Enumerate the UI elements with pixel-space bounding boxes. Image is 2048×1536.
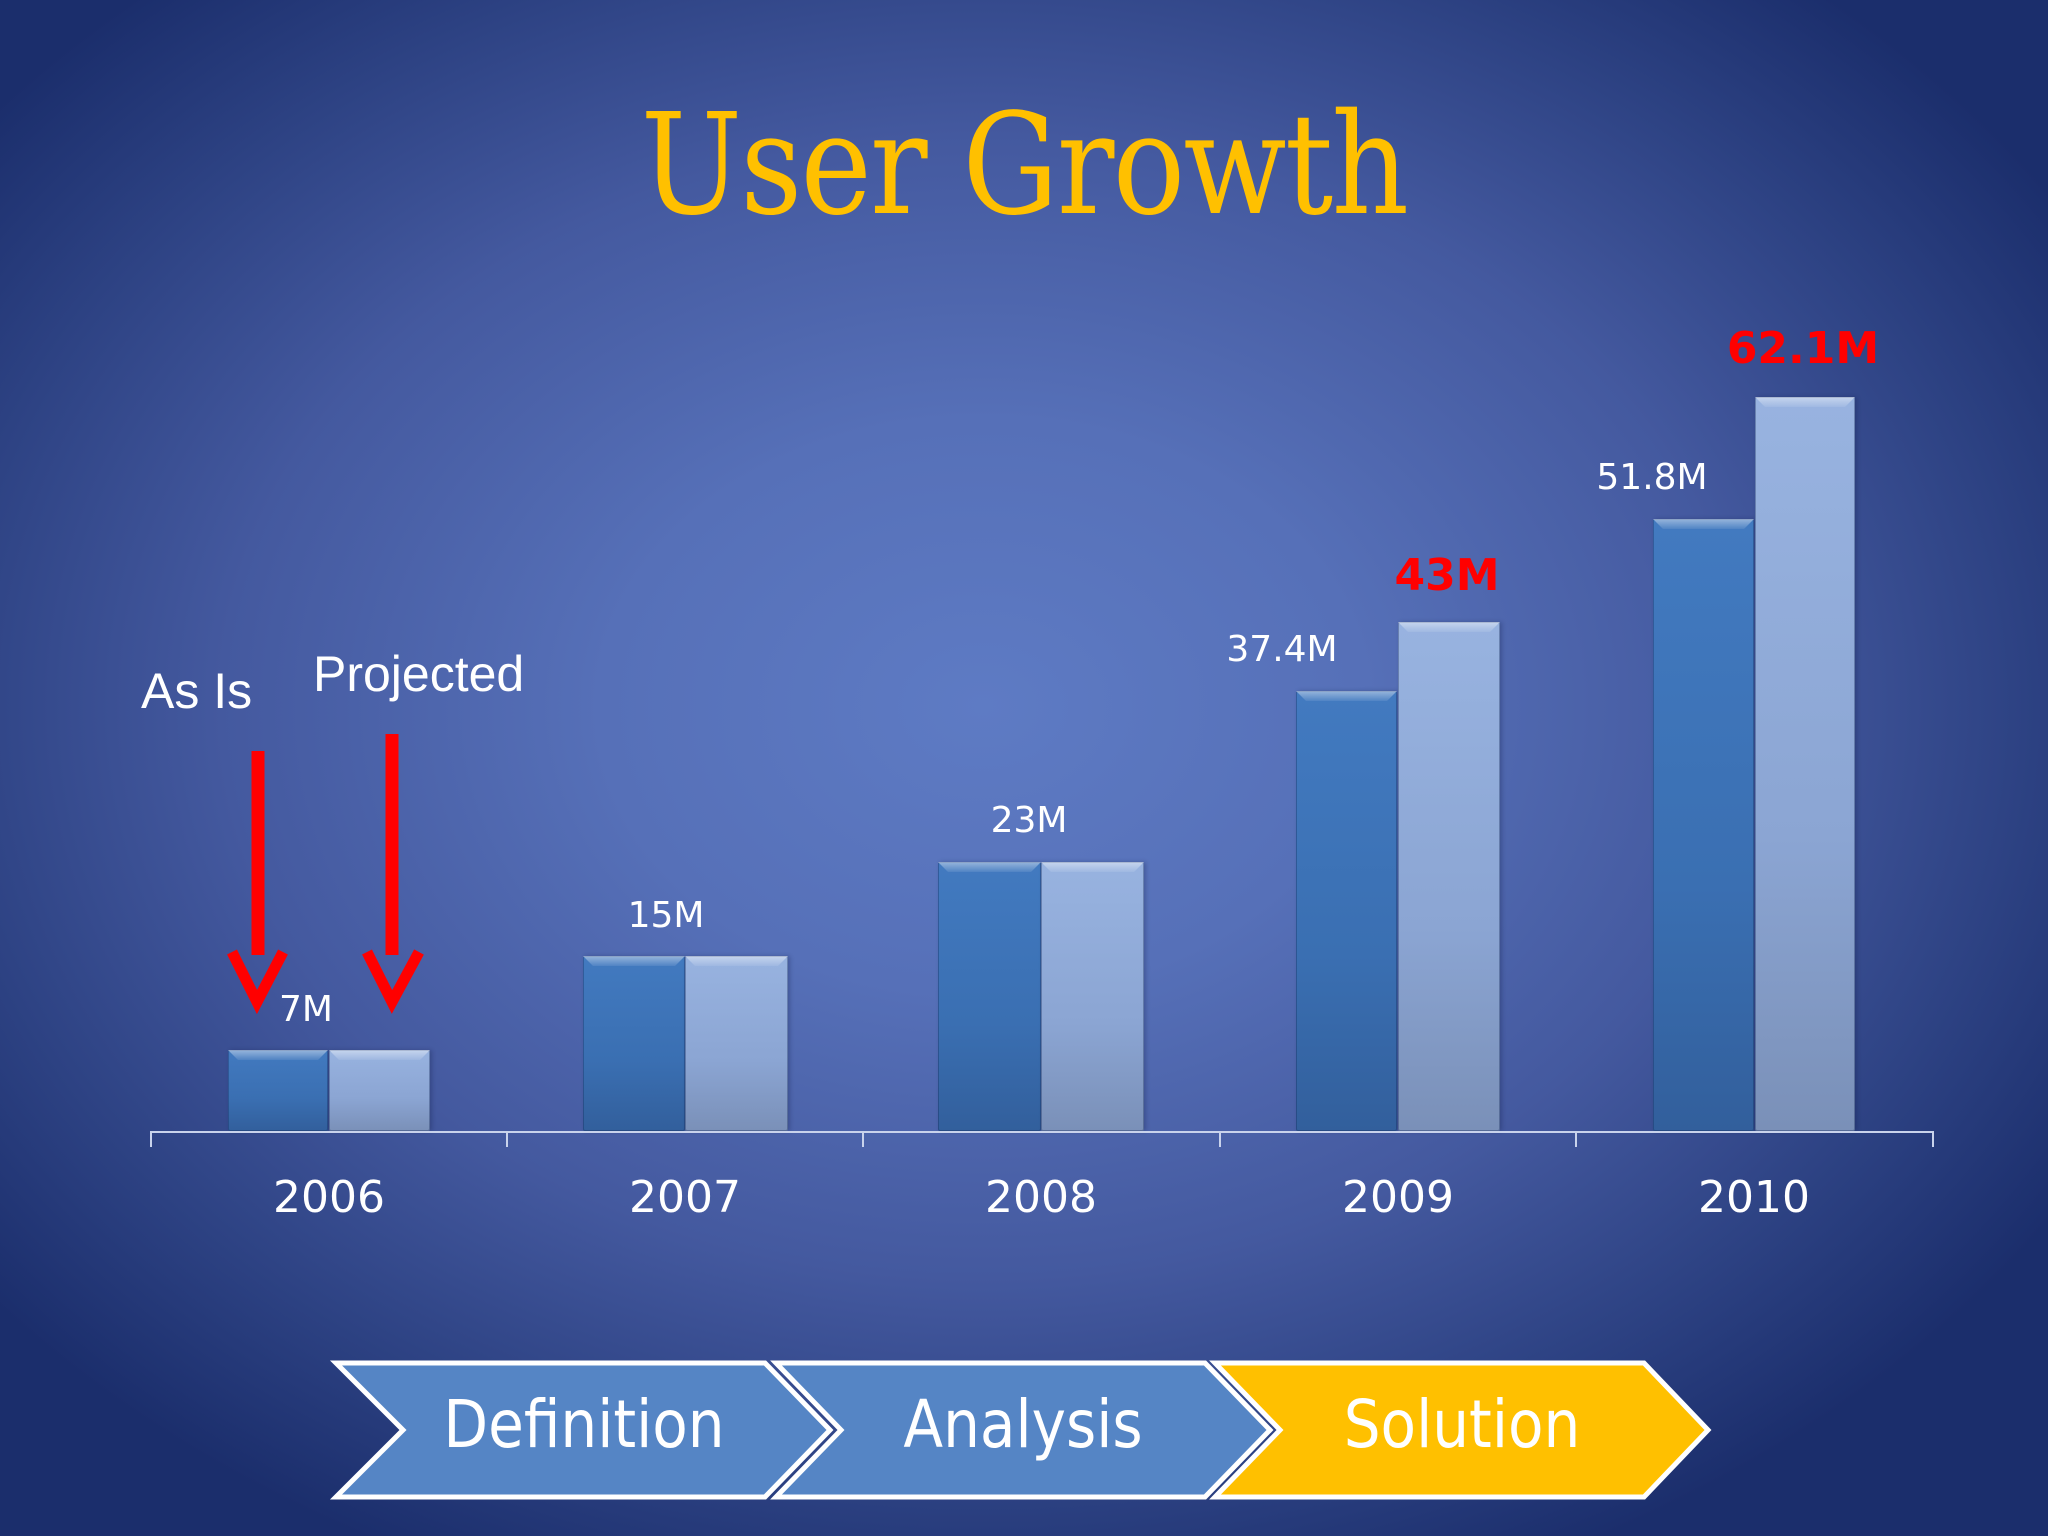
bar-2007-projected: [685, 956, 788, 1131]
x-axis-label-2010: 2010: [1698, 1172, 1810, 1223]
x-axis-label-2009: 2009: [1342, 1172, 1454, 1223]
slide-title: User Growth: [640, 84, 1409, 247]
bar-2008-as-is: [938, 862, 1041, 1131]
legend-as-is-label: As Is: [141, 663, 253, 719]
value-label-2010-projected: 62.1M: [1726, 323, 1880, 374]
x-axis-label-2008: 2008: [985, 1172, 1097, 1223]
bar-2008-projected: [1041, 862, 1144, 1131]
projected-arrow-icon: [362, 734, 424, 1014]
bar-2010-as-is: [1653, 519, 1754, 1131]
bar-2006-as-is: [228, 1050, 328, 1131]
value-label-2010-as-is: 51.8M: [1596, 457, 1708, 498]
bar-2010-projected: [1755, 397, 1855, 1131]
x-axis-line: [151, 1131, 1933, 1133]
x-axis-label-2006: 2006: [273, 1172, 385, 1223]
x-axis-label-2007: 2007: [629, 1172, 741, 1223]
x-axis-tick: [862, 1131, 864, 1147]
value-label-2008: 23M: [990, 800, 1068, 841]
as-is-arrow-icon: [227, 751, 288, 1015]
x-axis-tick: [1575, 1131, 1577, 1147]
bar-2009-projected: [1398, 622, 1500, 1131]
value-label-2009-projected: 43M: [1394, 550, 1500, 601]
bar-2009-as-is: [1296, 691, 1397, 1131]
x-axis-tick: [1219, 1131, 1221, 1147]
value-label-2007: 15M: [627, 895, 705, 936]
bar-2007-as-is: [583, 956, 685, 1131]
x-axis-tick: [506, 1131, 508, 1147]
value-label-2006: 7M: [279, 989, 333, 1030]
legend-projected-label: Projected: [313, 646, 525, 702]
bar-2006-projected: [329, 1050, 430, 1131]
value-label-2009-as-is: 37.4M: [1226, 629, 1338, 670]
x-axis-tick: [150, 1131, 152, 1147]
x-axis-tick: [1932, 1131, 1934, 1147]
